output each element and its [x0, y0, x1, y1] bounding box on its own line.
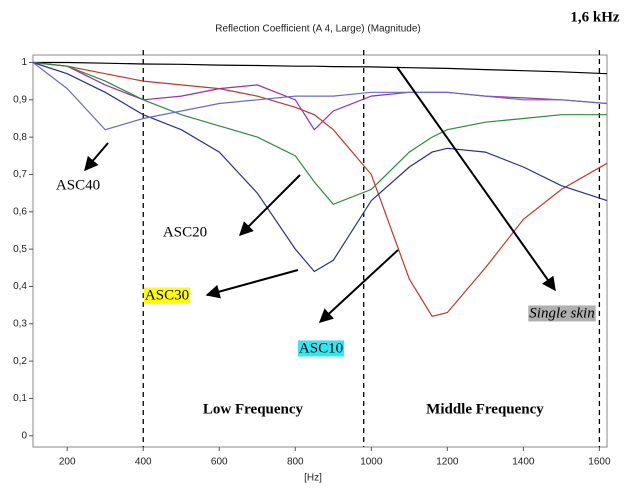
y-tick-label: 0 [21, 430, 27, 441]
annotation: ASC30 [145, 287, 189, 303]
x-tick-label: 1000 [360, 457, 383, 468]
arrow [205, 269, 299, 299]
x-axis-label: [Hz] [304, 473, 322, 484]
x-tick-label: 800 [287, 457, 304, 468]
data-line [32, 61, 607, 206]
y-tick-label: 0,2 [13, 356, 27, 367]
y-tick-label: 0,9 [13, 94, 27, 105]
annotation: ASC40 [56, 177, 100, 193]
annotation: Single skin [529, 305, 594, 321]
annotation: Low Frequency [203, 401, 304, 417]
arrow [84, 142, 109, 172]
annotation: ASC20 [163, 224, 207, 240]
x-tick-label: 1200 [436, 457, 459, 468]
annotation: Middle Frequency [426, 401, 544, 417]
y-tick-label: 0,8 [13, 132, 27, 143]
y-tick-label: 0,7 [13, 169, 27, 180]
annotation: ASC10 [299, 340, 343, 356]
x-tick-label: 1400 [512, 457, 535, 468]
arrow [396, 66, 556, 292]
y-tick-label: 0,5 [13, 244, 27, 255]
chart-title: Reflection Coefficient (A 4, Large) (Mag… [215, 24, 420, 35]
x-tick-label: 400 [135, 457, 152, 468]
y-tick-label: 0,3 [13, 318, 27, 329]
annotation-highlight [297, 340, 345, 357]
y-tick-label: 0,1 [13, 393, 27, 404]
data-line [32, 61, 608, 317]
arrows [84, 66, 556, 323]
data-line [33, 61, 608, 75]
x-tick-label: 200 [59, 457, 76, 468]
y-tick-label: 0,6 [13, 206, 27, 217]
plot-frame [32, 54, 608, 448]
x-tick-label: 600 [211, 457, 228, 468]
data-line [32, 61, 608, 273]
annotation-highlight [143, 287, 191, 304]
annotation-highlight [528, 305, 596, 322]
arrow [239, 174, 301, 236]
y-tick-label: 1 [21, 57, 27, 68]
x-tick-label: 1600 [588, 457, 611, 468]
annotation: 1,6 kHz [570, 9, 620, 25]
y-tick-label: 0,4 [13, 281, 27, 292]
data-line [32, 62, 608, 131]
arrow [318, 249, 399, 323]
